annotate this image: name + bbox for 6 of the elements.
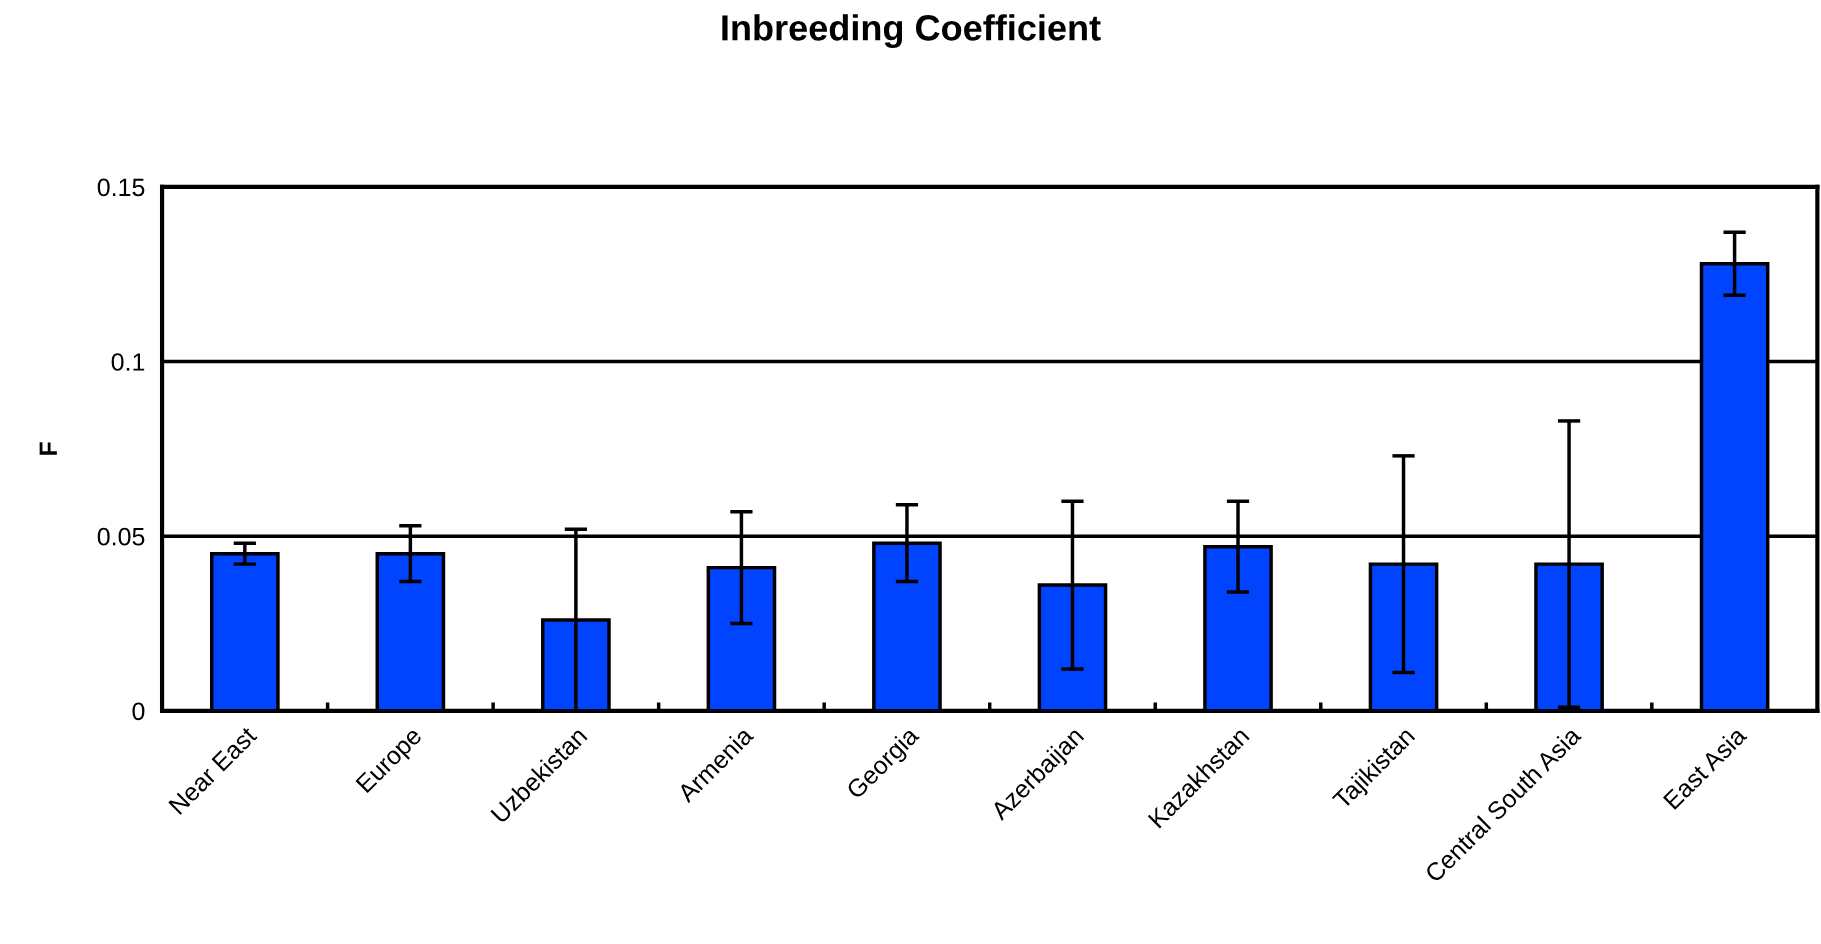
y-axis-title: F — [39, 442, 57, 455]
y-tick-label: 0.1 — [111, 353, 145, 371]
y-tick-label: 0 — [132, 702, 145, 721]
chart-title: Inbreeding Coefficient — [722, 14, 1101, 48]
y-tick-label: 0.05 — [97, 527, 145, 546]
y-tick-label: 0.15 — [97, 178, 145, 197]
